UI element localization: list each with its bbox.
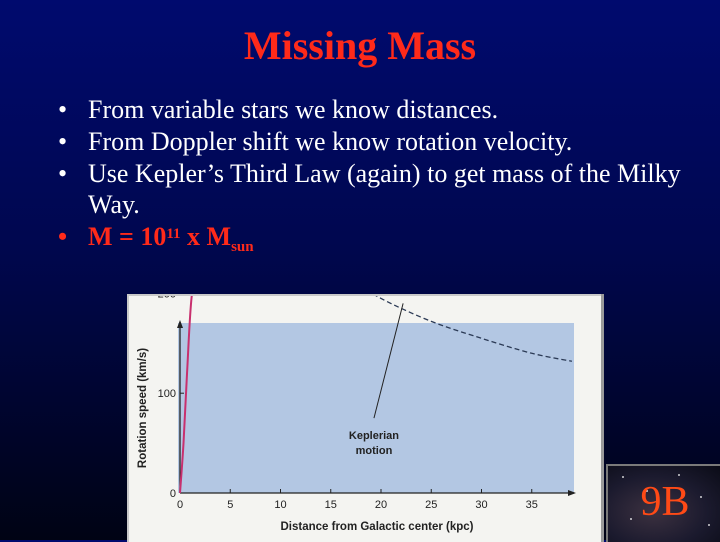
y-axis-arrow-icon bbox=[177, 320, 183, 328]
y-axis-label: Rotation speed (km/s) bbox=[137, 348, 149, 468]
mass-middle: x M bbox=[180, 222, 232, 251]
slide-title: Missing Mass bbox=[243, 23, 477, 68]
star-dot bbox=[708, 524, 710, 526]
bullet-text: From Doppler shift we know rotation velo… bbox=[88, 127, 573, 156]
bullet-mass-formula: • M = 1011 x Msun bbox=[56, 221, 696, 257]
x-axis-label: Distance from Galactic center (kpc) bbox=[280, 521, 473, 533]
bullet-dot-icon: • bbox=[58, 159, 68, 188]
mass-prefix: M = 10 bbox=[88, 222, 167, 251]
bullet-kepler-law: • Use Kepler’s Third Law (again) to get m… bbox=[56, 158, 696, 220]
keplerian-label: Keplerian bbox=[349, 430, 399, 442]
plot-background bbox=[178, 323, 574, 493]
bullet-text: Use Kepler’s Third Law (again) to get ma… bbox=[88, 159, 681, 219]
y-tick-label: 200 bbox=[158, 296, 176, 300]
mass-subscript: sun bbox=[231, 239, 254, 255]
bullet-list: • From variable stars we know distances. … bbox=[56, 94, 696, 258]
rotation-curve-chart: 051015202530350100200300 SunKeplerianmot… bbox=[137, 296, 576, 533]
x-tick-label: 30 bbox=[475, 499, 487, 511]
mass-exponent: 11 bbox=[166, 226, 181, 242]
badge-9b: 9B bbox=[606, 464, 720, 542]
star-dot bbox=[622, 476, 624, 478]
x-tick-label: 20 bbox=[375, 499, 387, 511]
y-tick-label: 100 bbox=[158, 388, 176, 400]
bullet-text: From variable stars we know distances. bbox=[88, 95, 499, 124]
bullet-dot-icon: • bbox=[58, 95, 68, 124]
x-tick-label: 25 bbox=[425, 499, 437, 511]
chart-ticks: 051015202530350100200300 bbox=[158, 296, 538, 511]
chart-axes bbox=[177, 320, 576, 496]
bullet-variable-stars: • From variable stars we know distances. bbox=[56, 94, 696, 125]
badge-label: 9B bbox=[640, 479, 690, 525]
star-dot bbox=[700, 496, 702, 498]
keplerian-curve bbox=[375, 296, 573, 362]
motion-label: motion bbox=[356, 445, 393, 457]
chart-series bbox=[179, 296, 573, 494]
x-tick-label: 5 bbox=[227, 499, 233, 511]
chart-labels: SunKeplerianmotionDistance from Galactic… bbox=[137, 303, 474, 533]
x-tick-label: 15 bbox=[325, 499, 337, 511]
bullet-dot-icon: • bbox=[58, 222, 68, 251]
star-dot bbox=[646, 490, 648, 492]
x-axis-arrow-icon bbox=[568, 490, 576, 496]
x-tick-label: 10 bbox=[274, 499, 286, 511]
star-dot bbox=[678, 474, 680, 476]
y-tick-label: 0 bbox=[170, 488, 176, 500]
x-tick-label: 35 bbox=[526, 499, 538, 511]
bullet-dot-icon: • bbox=[58, 127, 68, 156]
star-dot bbox=[630, 518, 632, 520]
bullet-doppler-shift: • From Doppler shift we know rotation vel… bbox=[56, 126, 696, 157]
x-tick-label: 0 bbox=[177, 499, 183, 511]
keplerian-pointer-line bbox=[373, 303, 404, 419]
rotation-curve-figure: 051015202530350100200300 SunKeplerianmot… bbox=[127, 294, 601, 542]
